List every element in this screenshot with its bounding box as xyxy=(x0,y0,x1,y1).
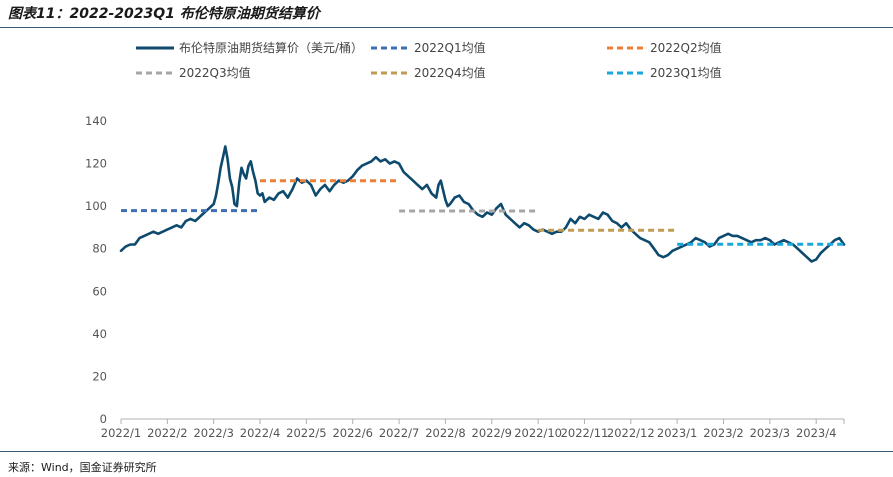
x-tick-label: 2022/8 xyxy=(425,426,465,440)
y-tick-label: 80 xyxy=(92,242,107,256)
legend-label: 2022Q4均值 xyxy=(414,65,486,80)
x-tick-label: 2022/10 xyxy=(514,426,562,440)
x-tick-label: 2023/2 xyxy=(703,426,743,440)
y-tick-label: 0 xyxy=(100,412,107,426)
x-tick-label: 2022/9 xyxy=(472,426,512,440)
x-tick-label: 2022/11 xyxy=(561,426,609,440)
x-tick-label: 2022/1 xyxy=(101,426,141,440)
y-tick-label: 60 xyxy=(92,284,107,298)
legend-label: 2022Q3均值 xyxy=(179,65,251,80)
y-tick-label: 40 xyxy=(92,327,107,341)
axes: 0 20 40 60 80 100 120 140 2022/1 2022/2 2022/3 2022… xyxy=(85,114,845,440)
y-tick-label: 120 xyxy=(85,157,107,171)
x-tick-label: 2023/4 xyxy=(796,426,836,440)
y-tick-label: 20 xyxy=(92,369,107,383)
top-divider xyxy=(0,27,893,28)
chart-title: 图表11：2022-2023Q1 布伦特原油期货结算价 xyxy=(8,6,320,22)
bottom-divider xyxy=(0,451,893,452)
legend-label: 2023Q1均值 xyxy=(650,65,722,80)
legend-label: 布伦特原油期货结算价（美元/桶） xyxy=(179,40,363,55)
x-tick-label: 2022/2 xyxy=(147,426,187,440)
y-tick-label: 140 xyxy=(85,114,107,128)
x-tick-label: 2022/3 xyxy=(193,426,233,440)
series-line-brent xyxy=(119,145,846,263)
x-tick-label: 2023/3 xyxy=(750,426,790,440)
plot-area xyxy=(119,145,846,263)
x-tick-label: 2022/7 xyxy=(379,426,419,440)
x-tick-label: 2022/4 xyxy=(240,426,280,440)
x-tick-label: 2022/6 xyxy=(332,426,372,440)
x-tick-label: 2022/5 xyxy=(286,426,326,440)
x-tick-label: 2023/1 xyxy=(657,426,697,440)
legend-label: 2022Q1均值 xyxy=(414,40,486,55)
x-tick-label: 2022/12 xyxy=(607,426,655,440)
legend-label: 2022Q2均值 xyxy=(650,40,722,55)
legend: 布伦特原油期货结算价（美元/桶） 2022Q1均值 2022Q2均值 2022Q3均值… xyxy=(136,40,722,80)
y-tick-label: 100 xyxy=(85,199,107,213)
source-note: 来源：Wind，国金证券研究所 xyxy=(8,461,157,474)
